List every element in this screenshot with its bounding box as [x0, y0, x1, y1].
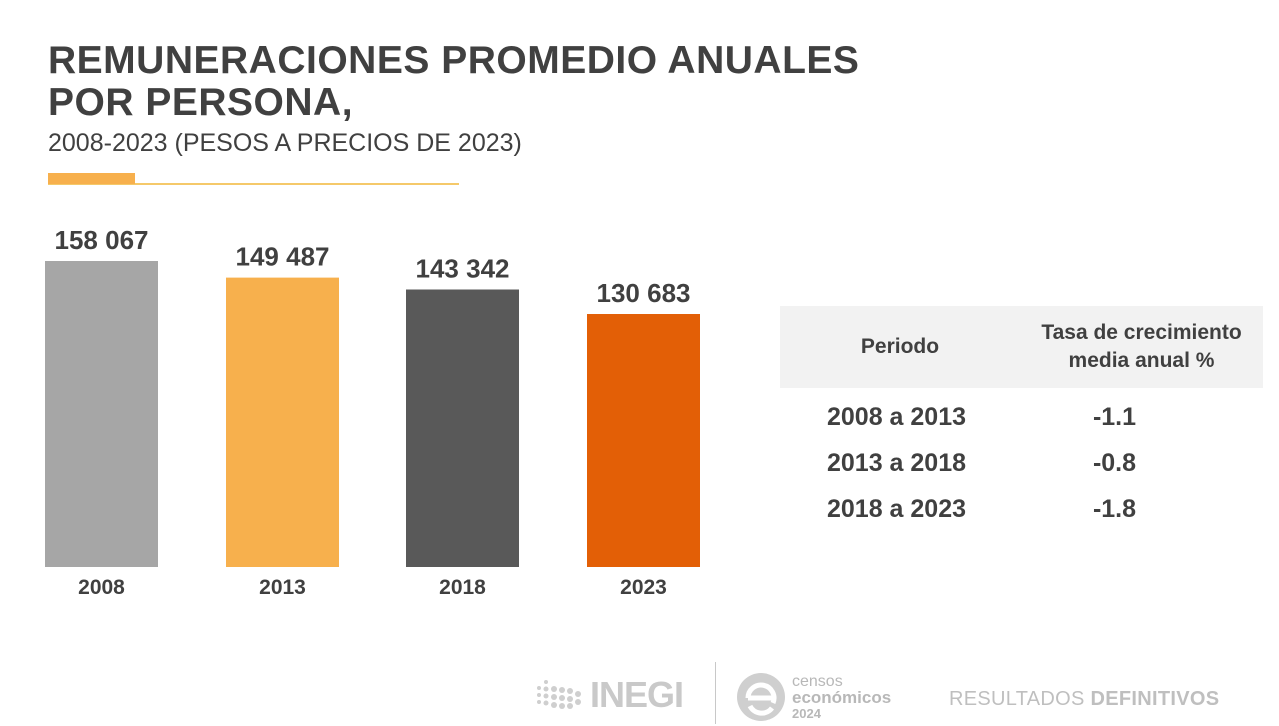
censos-line-2: económicos: [792, 688, 892, 707]
table-row: 2008 a 2013 -1.1: [780, 394, 1263, 440]
bar-2013: [226, 277, 339, 567]
bar-2008: [45, 261, 158, 567]
inegi-dots-icon: [537, 680, 581, 709]
category-label-2018: 2018: [439, 576, 486, 599]
row-period: 2008 a 2013: [826, 402, 967, 431]
bar-2023: [587, 314, 700, 567]
header-rate-line-1: Tasa de crecimiento: [1041, 321, 1242, 344]
results-word: RESULTADOS: [949, 688, 1085, 710]
category-label-2023: 2023: [620, 576, 667, 599]
row-rate: -0.8: [1092, 448, 1137, 477]
row-rate: -1.8: [1092, 494, 1137, 523]
page-title: REMUNERACIONES PROMEDIO ANUALES POR PERS…: [48, 40, 859, 124]
title-underline: [48, 183, 459, 185]
data-label-2023: 130 683: [597, 278, 691, 308]
data-label-2018: 143 342: [416, 254, 510, 284]
category-label-2008: 2008: [78, 576, 125, 599]
data-label-2013: 149 487: [236, 242, 330, 272]
header-rate: Tasa de crecimiento media anual %: [1020, 319, 1263, 375]
header-rate-line-2: media anual %: [1068, 349, 1215, 372]
definitive-word: DEFINITIVOS: [1090, 688, 1220, 710]
footer-divider: [715, 662, 716, 724]
censos-logo-text: censos económicos 2024: [792, 674, 891, 722]
results-label: RESULTADOS DEFINITIVOS: [949, 688, 1219, 711]
footer: INEGI censos económicos 2024 RESULTADOS …: [530, 660, 1279, 726]
censos-logo-icon: [737, 673, 785, 721]
bar-chart: 158 067 2008 149 487 2013 143 342 2018 130 683…: [45, 225, 700, 599]
growth-rate-table: Periodo Tasa de crecimiento media anual …: [780, 306, 1263, 532]
page-subtitle: 2008-2023 (PESOS A PRECIOS DE 2023): [48, 129, 522, 157]
title-line-1: REMUNERACIONES PROMEDIO ANUALES: [48, 39, 860, 82]
table-row: 2013 a 2018 -0.8: [780, 440, 1263, 486]
row-rate: -1.1: [1092, 402, 1137, 431]
table-header: Periodo Tasa de crecimiento media anual …: [780, 306, 1263, 388]
table-row: 2018 a 2023 -1.8: [780, 486, 1263, 532]
censos-line-3: 2024: [792, 706, 821, 721]
header-period: Periodo: [860, 335, 940, 358]
title-underline-accent: [48, 173, 135, 184]
data-label-2008: 158 067: [55, 225, 149, 255]
bar-2018: [406, 289, 519, 567]
title-line-2: POR PERSONA,: [48, 81, 354, 124]
category-label-2013: 2013: [259, 576, 306, 599]
row-period: 2013 a 2018: [826, 448, 967, 477]
row-period: 2018 a 2023: [826, 494, 967, 523]
inegi-logo-text: INEGI: [590, 674, 684, 715]
censos-line-1: censos: [792, 673, 843, 690]
